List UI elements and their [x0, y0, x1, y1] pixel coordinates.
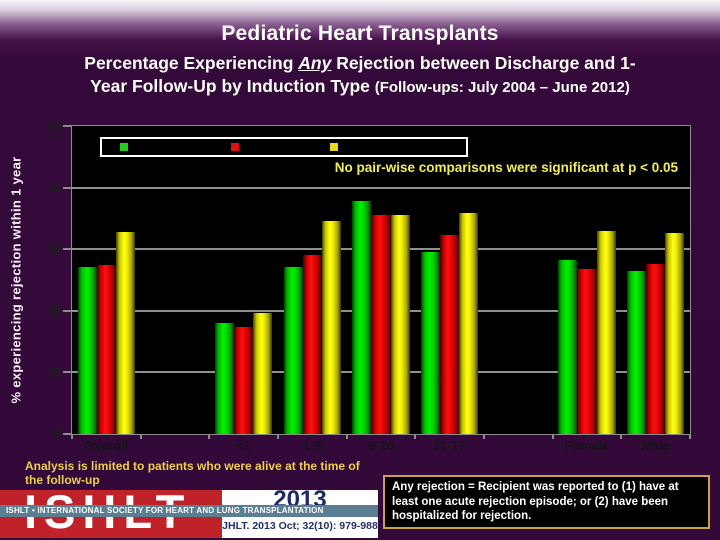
y-tick-mark-10: [63, 371, 71, 374]
x-tick-mark-1: [139, 434, 142, 439]
bar-Male-yellow: [665, 233, 685, 434]
bar-15-green: [283, 267, 303, 434]
bar-610-red: [371, 215, 391, 434]
x-category-label-610: 6-10: [367, 438, 394, 453]
subtitle-line1-pre: Percentage Experiencing: [84, 53, 299, 73]
y-tick-label-40: 40: [47, 179, 62, 195]
x-tick-mark-7: [551, 434, 554, 439]
y-tick-mark-40: [63, 186, 71, 189]
x-category-label-Female: Female: [564, 438, 610, 453]
x-category-label-1: <1: [236, 438, 252, 453]
y-tick-label-20: 20: [47, 302, 62, 318]
slide-subtitle: Percentage Experiencing Any Rejection be…: [10, 52, 710, 99]
legend-swatch-yellow-icon: [330, 143, 338, 151]
chart-legend: [100, 137, 468, 157]
bar-Female-red: [577, 268, 597, 434]
bar-1117-red: [440, 235, 460, 434]
y-tick-mark-0: [63, 433, 71, 435]
x-category-label-Male: Male: [641, 438, 671, 453]
x-tick-mark-5: [414, 434, 417, 439]
subtitle-line1-post: Rejection between Discharge and 1-: [331, 53, 636, 73]
bar-Overall-yellow: [115, 231, 136, 434]
legend-swatch-green-icon: [120, 143, 128, 151]
x-tick-mark-6: [483, 434, 485, 439]
bar-1-red: [234, 326, 254, 434]
bar-Male-red: [646, 263, 666, 434]
gridline-40: [72, 186, 690, 189]
bar-Overall-green: [77, 267, 97, 434]
x-tick-mark-4: [345, 434, 348, 439]
chart-plot-area: No pair-wise comparisons were significan…: [71, 125, 691, 435]
y-tick-mark-30: [63, 248, 71, 251]
y-axis-title: % experiencing rejection within 1 year: [8, 156, 24, 404]
bar-15-yellow: [321, 220, 342, 434]
subtitle-line2-main: Year Follow-Up by Induction Type: [90, 76, 375, 96]
subtitle-any-emphasis: Any: [298, 53, 332, 73]
x-tick-mark-8: [620, 434, 623, 439]
y-tick-label-0: 0: [54, 426, 62, 441]
any-rejection-definition-box: Any rejection = Recipient was reported t…: [383, 475, 710, 529]
x-tick-mark-3: [277, 434, 279, 439]
ishlt-logo-band-text: ISHLT • INTERNATIONAL SOCIETY FOR HEART …: [0, 505, 378, 517]
y-tick-label-30: 30: [47, 241, 62, 257]
bar-610-yellow: [390, 215, 410, 434]
subtitle-line2-paren: (Follow-ups: July 2004 – June 2012): [374, 79, 630, 96]
legend-swatch-red-icon: [231, 143, 239, 151]
bar-610-green: [352, 201, 372, 434]
x-category-label-1117: 11-17: [433, 438, 466, 453]
x-category-label-15: 1-5: [302, 438, 322, 453]
x-tick-mark-0: [71, 434, 73, 439]
y-tick-label-10: 10: [47, 364, 62, 380]
bar-Overall-red: [96, 265, 116, 434]
bar-1117-green: [420, 252, 441, 434]
bar-Male-green: [626, 271, 647, 434]
ishlt-logo: ISHLT ISHLT • INTERNATIONAL SOCIETY FOR …: [0, 490, 378, 538]
x-tick-mark-2: [208, 434, 211, 439]
bar-Female-green: [558, 260, 578, 434]
significance-note: No pair-wise comparisons were significan…: [334, 160, 678, 175]
bar-1-green: [214, 323, 235, 434]
analysis-footnote: Analysis is limited to patients who were…: [25, 459, 360, 487]
bar-1-yellow: [253, 312, 273, 434]
bar-15-red: [302, 255, 322, 434]
journal-citation: JHLT. 2013 Oct; 32(10): 979-988: [222, 520, 378, 532]
y-tick-label-50: 50: [47, 118, 62, 133]
y-tick-mark-20: [63, 309, 71, 312]
x-tick-mark-9: [689, 434, 691, 439]
slide-title: Pediatric Heart Transplants: [221, 22, 499, 45]
bar-Female-yellow: [596, 231, 616, 434]
y-tick-mark-50: [63, 125, 71, 127]
x-category-label-Overall: Overall: [84, 438, 129, 453]
bar-1117-yellow: [459, 212, 479, 434]
